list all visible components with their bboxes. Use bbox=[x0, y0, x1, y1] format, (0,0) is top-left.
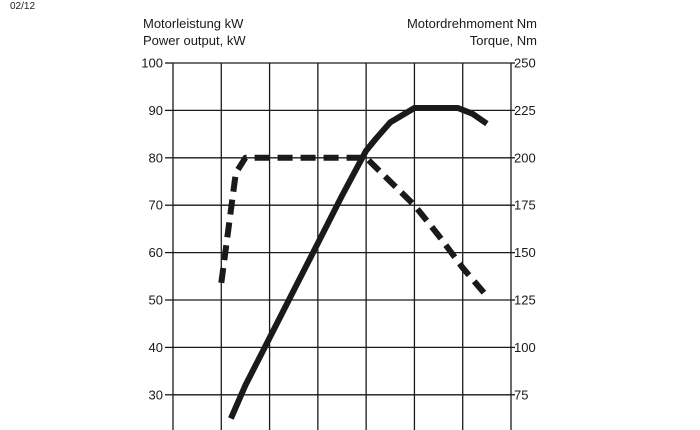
right-tick-label-3: 150 bbox=[514, 245, 536, 260]
chart-series bbox=[218, 105, 490, 420]
right-tick-label-1: 100 bbox=[514, 340, 536, 355]
left-tick-label-0: 30 bbox=[149, 387, 163, 402]
right-tick-label-5: 200 bbox=[514, 150, 536, 165]
left-axis-ticks: 30 40 50 60 70 80 90 100 bbox=[141, 56, 173, 402]
right-axis-ticks: 75 100 125 150 175 200 225 250 bbox=[511, 56, 536, 402]
left-tick-label-5: 80 bbox=[149, 150, 163, 165]
left-axis-label-de: Motorleistung kW bbox=[143, 16, 244, 31]
left-tick-label-6: 90 bbox=[149, 103, 163, 118]
right-axis-label-de: Motordrehmoment Nm bbox=[406, 16, 537, 31]
left-tick-label-2: 50 bbox=[149, 293, 163, 308]
right-tick-label-7: 250 bbox=[514, 56, 536, 71]
torque-curve bbox=[218, 154, 490, 299]
right-tick-label-4: 175 bbox=[514, 198, 536, 213]
left-tick-label-1: 40 bbox=[149, 340, 163, 355]
right-tick-label-0: 75 bbox=[514, 387, 528, 402]
page-code: 02/12 bbox=[10, 1, 36, 12]
left-tick-label-4: 70 bbox=[149, 198, 163, 213]
left-axis-title: Motorleistung kW Power output, kW bbox=[143, 15, 246, 49]
left-tick-label-3: 60 bbox=[149, 245, 163, 260]
power-curve bbox=[228, 105, 489, 420]
right-tick-label-2: 125 bbox=[514, 293, 536, 308]
right-axis-title: Motordrehmoment Nm Torque, Nm bbox=[407, 15, 537, 49]
left-axis-label-en: Power output, kW bbox=[143, 33, 246, 48]
left-tick-label-7: 100 bbox=[141, 56, 163, 71]
right-axis-label-en: Torque, Nm bbox=[469, 33, 537, 48]
right-tick-label-6: 225 bbox=[514, 103, 536, 118]
